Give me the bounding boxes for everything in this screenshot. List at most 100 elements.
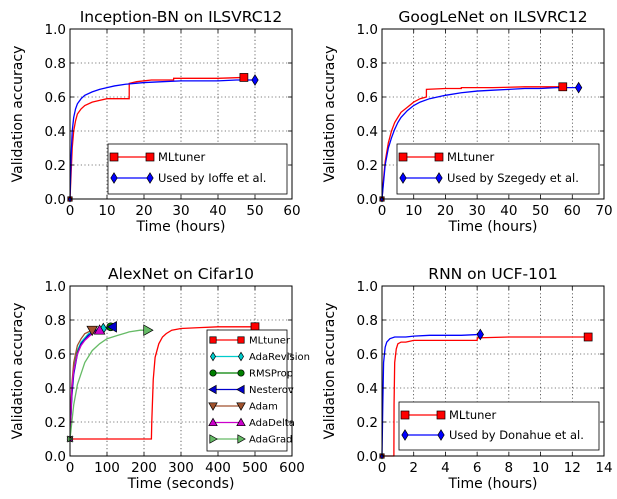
y-tick-label: 0.2 xyxy=(357,415,378,431)
series-end-marker xyxy=(251,74,259,86)
x-tick-label: 0 xyxy=(378,460,387,476)
series-end-marker xyxy=(250,322,260,332)
chart-title: RNN on UCF-101 xyxy=(428,265,557,283)
legend-entry: MLtuner xyxy=(158,150,205,164)
chart-title: AlexNet on Cifar10 xyxy=(108,265,254,283)
legend-entry: MLtuner xyxy=(449,408,496,422)
legend-marker xyxy=(400,410,410,420)
legend-box xyxy=(398,401,600,451)
series-line-mltuner xyxy=(382,336,589,457)
legend-marker xyxy=(109,152,119,162)
x-tick-label: 2 xyxy=(409,460,418,476)
legend-marker xyxy=(238,351,244,362)
x-tick-label: 14 xyxy=(595,460,612,476)
y-tick-label: 0.6 xyxy=(45,347,66,363)
y-tick-label: 1.0 xyxy=(357,279,378,295)
y-tick-label: 0.8 xyxy=(45,313,66,329)
legend-marker xyxy=(236,402,246,411)
y-tick-label: 0.6 xyxy=(357,90,378,106)
y-tick-label: 0.6 xyxy=(357,347,378,363)
y-tick-label: 0.0 xyxy=(357,449,378,465)
legend-box xyxy=(107,143,288,195)
x-tick-label: 50 xyxy=(246,203,263,219)
y-tick-label: 1.0 xyxy=(45,22,66,38)
x-tick-label: 500 xyxy=(242,460,268,476)
y-tick-label: 0.8 xyxy=(357,56,378,72)
series-end-marker xyxy=(86,325,98,337)
legend-entry: AdaGrad xyxy=(249,435,292,446)
legend-marker xyxy=(110,172,118,184)
series-line-adagrad xyxy=(69,329,148,440)
x-tick-label: 400 xyxy=(205,460,231,476)
x-tick-label: 100 xyxy=(94,460,120,476)
legend-marker xyxy=(209,369,217,377)
x-tick-label: 200 xyxy=(131,460,157,476)
x-tick-label: 40 xyxy=(209,203,226,219)
plot-frame xyxy=(381,285,605,457)
legend-entry: AdaRevision xyxy=(249,352,310,363)
series-line-mltuner xyxy=(69,76,244,200)
y-tick-label: 0.2 xyxy=(45,415,66,431)
x-tick-label: 6 xyxy=(473,460,482,476)
y-tick-label: 0.8 xyxy=(45,56,66,72)
y-tick-label: 0.0 xyxy=(357,192,378,208)
y-axis-label: Validation accuracy xyxy=(10,46,26,183)
legend-marker xyxy=(208,417,218,427)
legend-marker xyxy=(208,402,218,411)
legend-marker xyxy=(401,429,409,441)
legend-entry: Used by Ioffe et al. xyxy=(158,171,266,185)
series-line-used-by-ioffe-et-al- xyxy=(69,79,255,200)
y-axis-label: Validation accuracy xyxy=(322,303,338,440)
y-tick-label: 0.0 xyxy=(45,449,66,465)
x-tick-label: 600 xyxy=(279,460,305,476)
x-tick-label: 8 xyxy=(505,460,514,476)
y-tick-label: 0.4 xyxy=(45,381,66,397)
legend-entry: Adam xyxy=(249,402,278,413)
chart-panel-2: 0 10 20 30 40 50 60 70 0.0 0.2 0.4 0.6 0.8 1.0 GoogLeN… xyxy=(322,8,613,235)
y-tick-label: 0.6 xyxy=(45,90,66,106)
legend-marker xyxy=(237,336,245,344)
x-tick-label: 4 xyxy=(441,460,450,476)
y-tick-label: 1.0 xyxy=(45,279,66,295)
x-tick-label: 10 xyxy=(98,203,115,219)
legend-marker xyxy=(236,417,246,427)
x-axis-label: Time (hours) xyxy=(448,476,538,492)
x-tick-label: 30 xyxy=(469,203,486,219)
x-tick-label: 70 xyxy=(595,203,612,219)
series-end-marker xyxy=(239,73,249,82)
series-line-mltuner xyxy=(381,86,563,200)
legend-marker xyxy=(237,434,246,444)
chart-panel-1: 0 10 20 30 40 50 60 0.0 0.2 0.4 0.6 0.8 1.0 Inception… xyxy=(10,8,301,235)
legend-marker xyxy=(398,152,408,162)
x-tick-label: 20 xyxy=(437,203,454,219)
legend-marker xyxy=(237,369,245,377)
series-end-marker xyxy=(93,324,106,335)
x-axis-label: Time (seconds) xyxy=(127,476,235,492)
legend: MLtuner Used by Szegedy et al. xyxy=(396,143,600,195)
legend-marker xyxy=(209,336,217,344)
legend-entry: Nesterov xyxy=(249,385,294,396)
y-tick-label: 0.4 xyxy=(357,124,378,140)
x-tick-label: 30 xyxy=(172,203,189,219)
y-tick-label: 0.2 xyxy=(357,158,378,174)
x-tick-label: 50 xyxy=(532,203,549,219)
series-line-used-by-donahue-et-al- xyxy=(381,333,481,457)
y-axis-label: Validation accuracy xyxy=(10,303,26,440)
x-tick-label: 10 xyxy=(532,460,549,476)
legend-entry: Used by Szegedy et al. xyxy=(447,171,579,185)
chart-panel-4: 0 2 4 6 8 10 12 14 0.0 0.2 0.4 0.6 0.8 1.0 RNN on UCF-… xyxy=(322,265,613,492)
x-tick-label: 20 xyxy=(135,203,152,219)
x-tick-label: 12 xyxy=(564,460,581,476)
x-tick-label: 60 xyxy=(283,203,300,219)
series-end-marker xyxy=(106,321,117,333)
legend-marker xyxy=(210,351,216,362)
legend-box xyxy=(206,329,288,452)
legend-marker xyxy=(208,384,217,395)
legend-marker xyxy=(236,384,245,395)
legend: MLtuner Used by Donahue et al. xyxy=(398,401,600,451)
series-end-marker xyxy=(558,82,568,92)
legend-entry: MLtuner xyxy=(447,150,494,164)
series-end-marker xyxy=(583,332,593,342)
legend-marker xyxy=(434,152,444,162)
